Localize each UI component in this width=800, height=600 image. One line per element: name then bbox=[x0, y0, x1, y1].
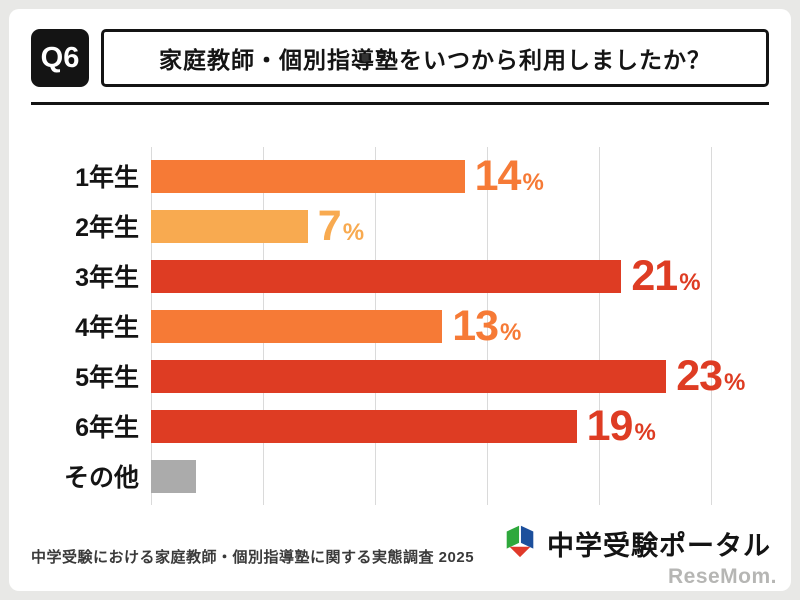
value-number: 13 bbox=[452, 301, 499, 350]
header-divider bbox=[31, 102, 769, 105]
category-label: 5年生 bbox=[75, 364, 139, 392]
value-label: 23% bbox=[676, 351, 746, 400]
chart-row: 5年生 23% bbox=[31, 351, 769, 401]
value-label: 21% bbox=[631, 251, 701, 300]
logo-text: 中学受験ポータル bbox=[547, 531, 771, 561]
header: Q6 家庭教師・個別指導塾をいつから利用しましたか？ bbox=[31, 29, 769, 87]
value-unit: % bbox=[634, 418, 656, 446]
chart-row: 6年生 19% bbox=[31, 401, 769, 451]
site-logo: 中学受験ポータル bbox=[501, 522, 771, 577]
chart-row: その他 bbox=[31, 451, 769, 501]
bar bbox=[151, 459, 196, 493]
book-logo-icon bbox=[501, 522, 539, 565]
plot-area: 7% bbox=[151, 201, 769, 251]
gridline bbox=[711, 147, 712, 505]
value-number: 23 bbox=[676, 351, 723, 400]
category-label: 1年生 bbox=[75, 164, 139, 192]
category-label: 3年生 bbox=[75, 264, 139, 292]
value-unit: % bbox=[342, 218, 365, 246]
value-label: 7% bbox=[317, 201, 365, 250]
chart-row: 3年生 21% bbox=[31, 251, 769, 301]
bar bbox=[151, 409, 577, 443]
value-label: 19% bbox=[586, 401, 656, 450]
value-number: 14 bbox=[474, 151, 522, 200]
bar bbox=[151, 159, 465, 193]
value-number: 19 bbox=[586, 401, 634, 450]
value-number: 21 bbox=[631, 251, 678, 300]
plot-area: 13% bbox=[151, 301, 769, 351]
chart-card: Q6 家庭教師・個別指導塾をいつから利用しましたか？ 1年生 14% 2年生 7% 3年… bbox=[9, 9, 791, 591]
category-label: 2年生 bbox=[75, 214, 139, 242]
question-tag: Q6 bbox=[31, 29, 89, 87]
category-label: 6年生 bbox=[75, 414, 139, 442]
plot-area bbox=[151, 451, 769, 501]
bar-chart: 1年生 14% 2年生 7% 3年生 21% 4年生 13% 5年生 23% 6年生 19% その他 bbox=[31, 147, 769, 505]
chart-row: 1年生 14% bbox=[31, 151, 769, 201]
plot-area: 19% bbox=[151, 401, 769, 451]
category-label: その他 bbox=[63, 464, 139, 492]
value-number: 7 bbox=[317, 201, 342, 250]
plot-area: 14% bbox=[151, 151, 769, 201]
category-label: 4年生 bbox=[75, 314, 139, 342]
gridline bbox=[487, 147, 488, 505]
value-unit: % bbox=[500, 318, 522, 346]
chart-row: 4年生 13% bbox=[31, 301, 769, 351]
plot-area: 23% bbox=[151, 351, 769, 401]
plot-area: 21% bbox=[151, 251, 769, 301]
value-unit: % bbox=[679, 268, 701, 296]
chart-row: 2年生 7% bbox=[31, 201, 769, 251]
resemom-watermark: ReseMom. bbox=[667, 565, 777, 588]
gridline bbox=[599, 147, 600, 505]
bar bbox=[151, 209, 308, 243]
page-title: 家庭教師・個別指導塾をいつから利用しましたか？ bbox=[101, 29, 769, 87]
value-label: 13% bbox=[452, 301, 522, 350]
value-unit: % bbox=[522, 168, 544, 196]
footer: 中学受験における家庭教師・個別指導塾に関する実態調査 2025 中学受験ポータル bbox=[31, 522, 771, 577]
bar bbox=[151, 259, 622, 293]
bar bbox=[151, 309, 443, 343]
value-unit: % bbox=[724, 368, 746, 396]
bar bbox=[151, 359, 667, 393]
value-label: 14% bbox=[474, 151, 544, 200]
survey-note: 中学受験における家庭教師・個別指導塾に関する実態調査 2025 bbox=[31, 549, 475, 566]
